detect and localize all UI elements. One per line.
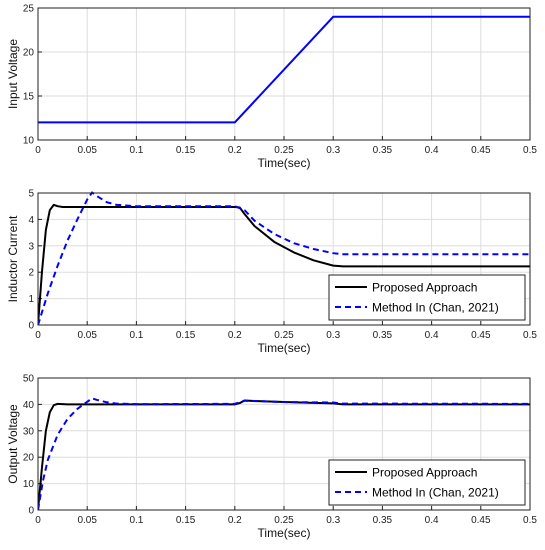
x-tick-label: 0 [35,515,41,526]
legend: Proposed Approach Method In (Chan, 2021) [328,459,526,506]
x-tick-label: 0.3 [326,515,340,526]
legend-entry: Proposed Approach [372,466,477,480]
x-tick-label: 0 [35,330,41,341]
y-tick-label: 20 [23,48,35,59]
x-tick-label: 0.5 [523,330,537,341]
x-axis-label: Time(sec) [258,341,311,355]
axes-frame [37,377,531,511]
y-tick-label: 50 [23,374,35,385]
series-line-2 [38,191,530,325]
x-tick-label: 0.2 [228,145,242,156]
x-tick-label: 0.45 [471,330,491,341]
y-tick-label: 2 [28,268,34,279]
y-tick-label: 0 [28,506,34,517]
x-tick-label: 0.35 [373,145,393,156]
x-axis-label: Time(sec) [258,156,311,170]
y-tick-label: 0 [28,321,34,332]
x-tick-label: 0.45 [471,515,491,526]
y-tick-label: 40 [23,400,35,411]
y-tick-label: 5 [28,189,34,200]
x-tick-label: 0.1 [129,145,143,156]
y-tick-label: 1 [28,294,34,305]
x-tick-label: 0.25 [274,330,294,341]
x-tick-label: 0 [35,145,41,156]
y-tick-label: 25 [23,4,35,15]
x-tick-label: 0.15 [176,515,196,526]
axes-frame [37,192,531,326]
x-tick-label: 0.25 [274,145,294,156]
x-tick-label: 0.35 [373,515,393,526]
chart-panel-2: 0 0.05 0.1 0.15 0.2 0.25 0.3 0.35 0.4 0.45 0.5 0 1 2 3… [6,189,537,356]
x-tick-label: 0.05 [77,145,97,156]
x-tick-label: 0.1 [129,330,143,341]
x-tick-label: 0.1 [129,515,143,526]
y-tick-label: 30 [23,426,35,437]
x-axis-label: Time(sec) [258,526,311,540]
chart-panel-3: 0 0.05 0.1 0.15 0.2 0.25 0.3 0.35 0.4 0.45 0.5 0 10 2… [6,374,537,541]
x-tick-label: 0.25 [274,515,294,526]
x-tick-label: 0.05 [77,330,97,341]
legend-entry: Proposed Approach [372,281,477,295]
x-tick-label: 0.05 [77,515,97,526]
y-tick-label: 10 [23,136,35,147]
x-tick-label: 0.3 [326,330,340,341]
y-axis-label: Output Voltage [6,404,20,484]
x-tick-label: 0.4 [425,145,439,156]
y-tick-label: 15 [23,92,35,103]
x-tick-label: 0.5 [523,515,537,526]
series-line-2 [38,397,530,510]
x-tick-label: 0.4 [425,515,439,526]
legend-box [328,274,526,321]
x-tick-label: 0.15 [176,145,196,156]
legend-entry: Method In (Chan, 2021) [372,301,499,315]
legend-entry: Method In (Chan, 2021) [372,486,499,500]
x-tick-label: 0.45 [471,145,491,156]
x-tick-label: 0.35 [373,330,393,341]
series-line-1 [38,15,530,124]
x-tick-label: 0.4 [425,330,439,341]
y-tick-label: 4 [28,215,34,226]
x-tick-label: 0.5 [523,145,537,156]
legend-box [328,459,526,506]
chart-panel-1: 0 0.05 0.1 0.15 0.2 0.25 0.3 0.35 0.4 0.45 0.5 10 15… [6,4,537,171]
y-axis-label: Input Voltage [6,39,20,109]
legend: Proposed Approach Method In (Chan, 2021) [328,274,526,321]
axes-frame [37,7,531,141]
y-tick-label: 10 [23,479,35,490]
y-tick-label: 3 [28,241,34,252]
x-tick-label: 0.2 [228,330,242,341]
y-axis-label: Inductor Current [6,215,20,302]
x-tick-label: 0.3 [326,145,340,156]
y-tick-label: 20 [23,453,35,464]
x-tick-label: 0.15 [176,330,196,341]
x-tick-label: 0.2 [228,515,242,526]
